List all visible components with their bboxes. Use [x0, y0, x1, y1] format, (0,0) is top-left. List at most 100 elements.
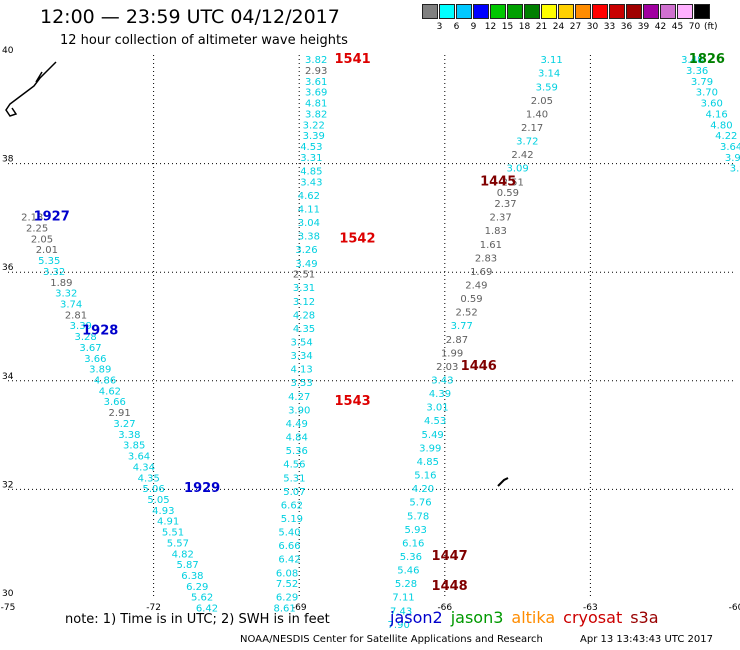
swh-value: 3.70 [696, 88, 718, 99]
swh-value: 3.60 [701, 99, 723, 110]
legend-swatch [592, 4, 608, 19]
swh-value: 5.05 [147, 495, 169, 506]
color-legend [422, 4, 711, 19]
legend-swatch [422, 4, 438, 19]
swh-value: 3.90 [288, 405, 310, 416]
footer-timestamp: Apr 13 13:43:43 UTC 2017 [580, 634, 713, 645]
swh-value: 4.20 [412, 484, 434, 495]
legend-swatch [456, 4, 472, 19]
swh-value: 3.72 [516, 137, 538, 148]
swh-value: 3.66 [84, 354, 106, 365]
swh-value: 4.62 [99, 386, 121, 397]
legend-label: 15 [501, 22, 514, 32]
swh-value: 5.57 [167, 538, 189, 549]
swh-value: 3.31 [300, 153, 322, 164]
swh-value: 0.59 [497, 188, 519, 199]
swh-value: 3.49 [295, 259, 317, 270]
pass-label: 1445 [480, 174, 516, 189]
swh-value: 4.11 [298, 204, 320, 215]
swh-value: 3.11 [540, 55, 562, 66]
swh-value: 3.32 [55, 289, 77, 300]
swh-value: 3.43 [431, 376, 453, 387]
swh-value: 6.38 [181, 571, 203, 582]
swh-value: 3.43 [300, 177, 322, 188]
legend-label: 45 [671, 22, 684, 32]
legend-swatch [490, 4, 506, 19]
swh-value: 3.97 [725, 153, 740, 164]
swh-value: 2.81 [65, 310, 87, 321]
swh-value: 1.61 [480, 240, 502, 251]
legend-swatch [541, 4, 557, 19]
satellite-name: jason2 [390, 608, 443, 627]
swh-value: 2.03 [436, 362, 458, 373]
swh-value: 3.38 [298, 232, 320, 243]
swh-value: 3.82 [305, 109, 327, 120]
swh-value: 3.38 [118, 430, 140, 441]
legend-swatch [473, 4, 489, 19]
swh-value: 4.34 [133, 462, 155, 473]
swh-value: 2.05 [531, 96, 553, 107]
swh-value: 7.90 [388, 620, 410, 631]
legend-swatch [609, 4, 625, 19]
legend-label: 6 [453, 22, 460, 32]
swh-value: 7.43 [390, 606, 412, 617]
legend-label: 36 [620, 22, 633, 32]
swh-value: 4.85 [417, 457, 439, 468]
swh-value: 3.69 [305, 88, 327, 99]
swh-value: 1.89 [50, 278, 72, 289]
swh-value: 7.52 [276, 579, 298, 590]
swh-value: 2.51 [502, 177, 524, 188]
legend-label: 27 [569, 22, 582, 32]
satellite-name: altika [511, 608, 556, 627]
x-tick-label: -66 [437, 603, 452, 613]
pass-label: 1446 [461, 359, 497, 374]
y-tick-label: 34 [2, 372, 14, 382]
swh-value: 5.31 [283, 473, 305, 484]
chart-title: 12:00 — 23:59 UTC 04/12/2017 [40, 6, 340, 28]
pass-label: 1927 [34, 210, 70, 225]
swh-value: 5.51 [162, 528, 184, 539]
x-tick-label: -75 [1, 603, 16, 613]
swh-value: 5.07 [283, 487, 305, 498]
swh-value: 4.13 [290, 365, 312, 376]
pass-label: 1541 [334, 52, 370, 67]
swh-value: 3.14 [538, 69, 560, 80]
swh-value: 1.83 [485, 226, 507, 237]
swh-value: 2.52 [456, 308, 478, 319]
swh-value: 3.09 [506, 164, 528, 175]
swh-value: 3.64 [720, 142, 740, 153]
swh-value: 4.56 [283, 460, 305, 471]
swh-value: 3.59 [536, 82, 558, 93]
swh-value: 6.08 [276, 568, 298, 579]
pass-label: 1542 [339, 231, 375, 246]
pass-label: 1826 [689, 52, 725, 67]
swh-value: 4.81 [305, 99, 327, 110]
footer-credit: NOAA/NESDIS Center for Satellite Applica… [240, 634, 543, 645]
satellite-name: s3a [630, 608, 659, 627]
swh-value: 3.04 [298, 218, 320, 229]
swh-value: 2.05 [31, 234, 53, 245]
swh-value: 2.17 [521, 123, 543, 134]
x-tick-label: -60 [729, 603, 740, 613]
swh-value: 4.28 [293, 310, 315, 321]
swh-value: 3.28 [75, 332, 97, 343]
chart-subtitle: 12 hour collection of altimeter wave hei… [60, 33, 348, 48]
swh-value: 4.22 [715, 131, 737, 142]
swh-value: 3.12 [293, 297, 315, 308]
coastline [5, 61, 57, 117]
legend-unit: (ft) [704, 22, 718, 32]
y-tick-label: 36 [2, 263, 14, 273]
swh-value: 4.85 [300, 166, 322, 177]
swh-value: 2.51 [293, 270, 315, 281]
legend-swatch [660, 4, 676, 19]
swh-value: 4.91 [157, 517, 179, 528]
swh-value: 5.35 [38, 256, 60, 267]
legend-label: 9 [470, 22, 477, 32]
swh-value: 5.76 [409, 498, 431, 509]
pass-label: 1447 [432, 549, 468, 564]
legend-label: 12 [484, 22, 497, 32]
swh-value: 2.01 [36, 245, 58, 256]
legend-label: 18 [518, 22, 531, 32]
legend-swatch [694, 4, 710, 19]
swh-value: 8.61 [274, 604, 296, 615]
